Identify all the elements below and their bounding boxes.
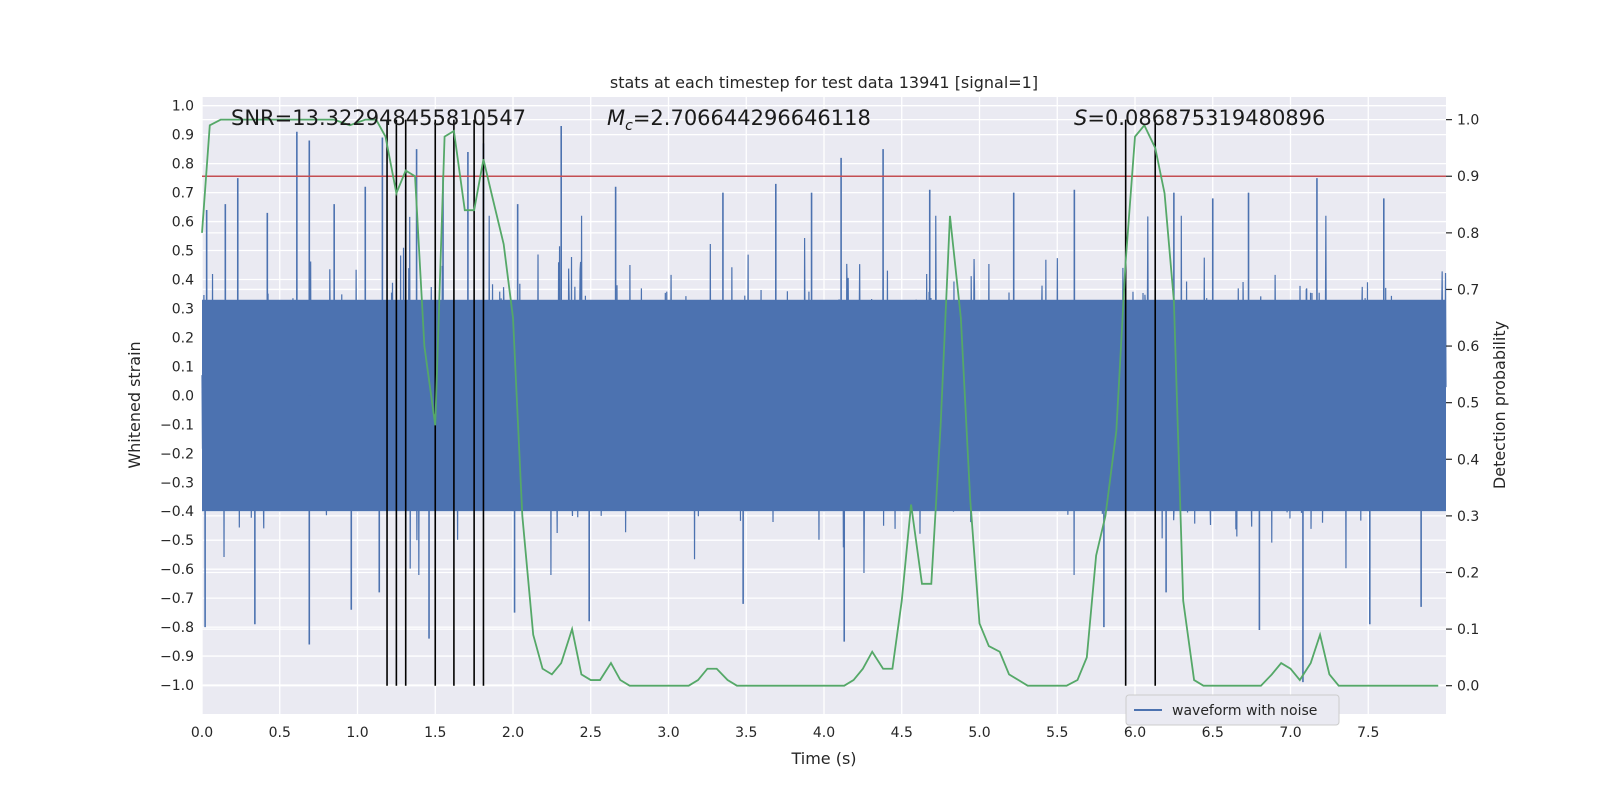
chart-title: stats at each timestep for test data 139… [610,73,1038,92]
y-right-tick-label-5: 0.5 [1457,396,1479,412]
y-right-tick-label-0: 1.0 [1457,113,1479,129]
x-tick-label-2: 1.0 [346,725,368,741]
y-left-tick-label-12: −0.2 [160,446,194,462]
y-left-tick-label-8: 0.2 [172,330,194,346]
y-left-tick-label-2: 0.8 [172,157,194,173]
x-tick-label-11: 5.5 [1046,725,1068,741]
y-right-tick-label-8: 0.2 [1457,565,1479,581]
y-left-tick-labels: 1.0 0.9 0.8 0.7 0.6 0.5 0.4 0.3 0.2 0.1 0.0 −0.1 −0.… [160,99,194,694]
x-tick-label-12: 6.0 [1124,725,1146,741]
y-right-tick-labels: 1.0 0.9 0.8 0.7 0.6 0.5 0.4 0.3 0.2 0.1 0.0 [1446,113,1479,695]
y-left-axis-label: Whitened strain [125,341,144,468]
y-left-tick-label-3: 0.7 [172,186,194,202]
y-left-tick-label-15: −0.5 [160,533,194,549]
y-left-tick-label-14: −0.4 [160,504,194,520]
x-tick-label-0: 0.0 [191,725,213,741]
s-annotation: S=0.086875319480896 [1074,106,1325,130]
x-tick-label-9: 4.5 [891,725,913,741]
x-tick-label-6: 3.0 [657,725,679,741]
x-tick-label-13: 6.5 [1202,725,1224,741]
chirp-mass-subscript: c [625,118,633,134]
chirp-mass-symbol: M [607,106,625,130]
probability-line [201,118,1439,687]
y-right-tick-label-2: 0.8 [1457,226,1479,242]
s-symbol: S [1074,106,1087,130]
event-markers [386,119,1157,686]
y-right-tick-label-1: 0.9 [1457,169,1479,185]
x-tick-label-8: 4.0 [813,725,835,741]
y-right-tick-label-7: 0.3 [1457,509,1479,525]
x-tick-labels: 0.0 0.5 1.0 1.5 2.0 2.5 3.0 3.5 4.0 4.5 5.0 5.5 6.0 6… [191,725,1380,741]
legend-label-waveform: waveform with noise [1172,703,1317,719]
y-left-tick-label-7: 0.3 [172,301,194,317]
x-tick-label-14: 7.0 [1279,725,1301,741]
legend: waveform with noise [1125,694,1340,726]
x-tick-label-5: 2.5 [580,725,602,741]
y-left-tick-label-20: −1.0 [160,678,194,694]
y-left-tick-label-16: −0.6 [160,562,194,578]
y-left-tick-label-19: −0.9 [160,649,194,665]
x-axis-label: Time (s) [790,749,856,768]
y-right-tick-label-9: 0.1 [1457,622,1479,638]
chirp-mass-value: =2.706644296646118 [633,106,871,130]
x-tick-label-4: 2.0 [502,725,524,741]
y-left-tick-label-0: 1.0 [172,99,194,115]
y-left-tick-label-6: 0.4 [172,272,194,288]
legend-box [1125,694,1340,726]
x-tick-label-15: 7.5 [1357,725,1379,741]
y-right-axis-label: Detection probability [1490,321,1509,489]
y-right-tick-label-3: 0.7 [1457,282,1479,298]
chirp-mass-annotation: Mc=2.706644296646118 [607,106,871,134]
y-left-tick-label-17: −0.7 [160,591,194,607]
x-tick-label-1: 0.5 [269,725,291,741]
waveform-dense-band [202,299,1446,512]
s-value: =0.086875319480896 [1087,106,1325,130]
y-left-tick-label-18: −0.8 [160,620,194,636]
y-right-tick-label-6: 0.4 [1457,452,1479,468]
x-tick-label-7: 3.5 [735,725,757,741]
y-right-tick-label-10: 0.0 [1457,679,1479,695]
x-tick-label-3: 1.5 [424,725,446,741]
y-right-tick-label-4: 0.6 [1457,339,1479,355]
y-left-tick-label-9: 0.1 [172,359,194,375]
y-left-tick-label-10: 0.0 [172,388,194,404]
y-left-tick-label-5: 0.5 [172,244,194,260]
y-left-tick-label-1: 0.9 [172,128,194,144]
probability-series [201,118,1439,687]
y-left-tick-label-4: 0.6 [172,215,194,231]
waveform-series [201,125,1447,683]
y-left-tick-label-13: −0.3 [160,475,194,491]
y-left-tick-label-11: −0.1 [160,417,194,433]
snr-annotation: SNR=13.322948455810547 [231,106,526,130]
x-tick-label-10: 5.0 [968,725,990,741]
